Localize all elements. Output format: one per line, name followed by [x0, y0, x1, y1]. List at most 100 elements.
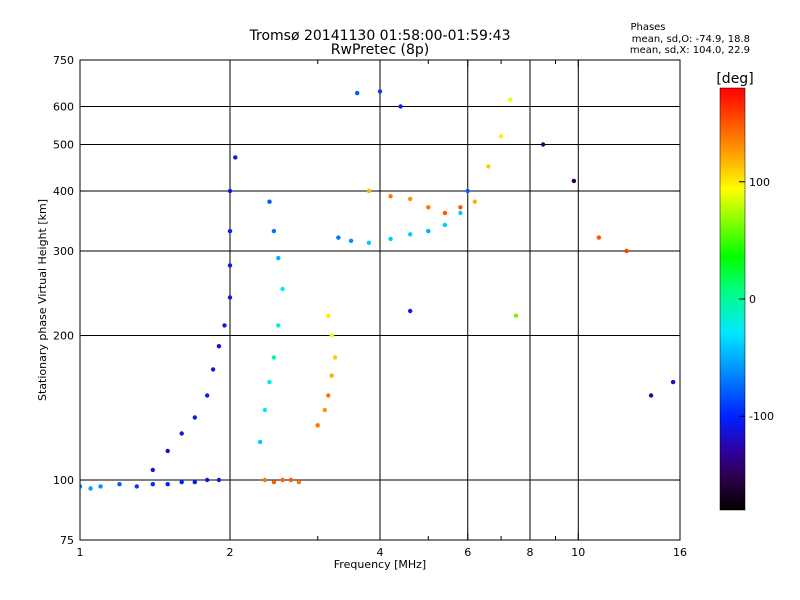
stats-o-line: mean, sd,O: -74.9, 18.8: [632, 34, 750, 45]
data-point: [227, 228, 233, 234]
data-point: [366, 240, 372, 245]
data-point: [80, 484, 83, 489]
y-tick-label: 300: [53, 245, 74, 258]
data-point: [88, 486, 93, 491]
y-axis-label: Stationary phase Virtual Height [km]: [36, 199, 49, 401]
y-tick-label: 100: [53, 474, 74, 487]
data-point: [210, 367, 216, 372]
data-point: [276, 255, 281, 261]
y-tick-label: 500: [53, 139, 74, 152]
data-point: [258, 439, 263, 445]
data-point: [216, 477, 222, 483]
y-axis: 75 100 200 300 400 500 600 750: [53, 54, 680, 547]
data-point: [179, 479, 184, 485]
data-point: [458, 210, 463, 216]
y-tick-label: 400: [53, 185, 74, 198]
data-point: [498, 134, 504, 139]
data-point: [233, 155, 238, 160]
data-point: [271, 479, 277, 485]
y-tick-label: 75: [60, 534, 74, 547]
data-point: [408, 232, 413, 237]
data-point: [465, 188, 470, 194]
data-point: [513, 313, 519, 318]
data-point: [458, 205, 463, 210]
data-point: [227, 188, 233, 194]
y-tick-label: 600: [53, 101, 74, 114]
x-tick-label: 16: [673, 546, 687, 559]
grid-lines: [80, 60, 680, 540]
data-point: [192, 415, 197, 420]
data-point: [165, 482, 170, 487]
data-point: [388, 194, 393, 199]
data-point: [377, 89, 383, 94]
data-point: [227, 263, 233, 268]
data-point: [276, 323, 281, 328]
data-point: [134, 484, 139, 489]
data-point: [326, 313, 331, 318]
data-point: [150, 467, 155, 473]
colorbar-label: [deg]: [716, 71, 753, 87]
data-point: [329, 373, 334, 378]
data-point: [227, 295, 233, 300]
data-point: [280, 477, 285, 483]
data-point: [179, 431, 184, 436]
data-point: [426, 228, 431, 234]
colorbar-tick-label: 100: [749, 176, 770, 189]
colorbar-tick-label: -100: [749, 410, 774, 423]
stats-x-line: mean, sd,X: 104.0, 22.9: [630, 45, 750, 56]
data-point: [408, 308, 413, 314]
data-point: [192, 479, 197, 485]
data-point: [442, 210, 448, 216]
data-point: [271, 228, 277, 234]
x-axis: 1 2 4 6 8 10 16: [77, 60, 687, 559]
x-tick-label: 4: [377, 546, 384, 559]
data-point: [267, 199, 272, 204]
data-point: [571, 178, 577, 184]
scatter-points: [80, 89, 676, 491]
x-axis-label: Frequency [MHz]: [334, 558, 426, 571]
data-point: [271, 355, 277, 360]
data-point: [472, 199, 477, 204]
data-point: [624, 248, 629, 254]
data-point: [670, 379, 676, 385]
data-point: [388, 236, 393, 242]
data-point: [205, 393, 210, 398]
data-point: [165, 448, 170, 454]
data-point: [315, 423, 320, 428]
data-point: [267, 379, 272, 385]
colorbar-ticks: 100 0 -100: [739, 176, 774, 423]
data-point: [262, 477, 268, 483]
data-point: [288, 477, 294, 483]
x-tick-label: 1: [77, 546, 84, 559]
data-point: [442, 222, 448, 228]
data-point: [222, 323, 227, 328]
chart-title: Tromsø 20141130 01:58:00-01:59:43: [249, 28, 511, 44]
data-point: [408, 196, 413, 202]
data-point: [332, 355, 338, 360]
data-point: [355, 90, 360, 96]
data-point: [486, 164, 491, 169]
chart-subtitle: RwPretec (8p): [331, 42, 429, 58]
data-point: [296, 479, 302, 485]
x-tick-label: 10: [571, 546, 585, 559]
data-point: [398, 104, 403, 109]
data-point: [98, 484, 103, 489]
y-tick-label: 750: [53, 54, 74, 67]
data-point: [216, 344, 222, 349]
stats-heading: Phases: [630, 22, 665, 33]
x-tick-label: 6: [464, 546, 471, 559]
data-point: [326, 393, 331, 398]
data-point: [348, 238, 354, 243]
data-point: [336, 235, 341, 240]
data-point: [366, 188, 372, 194]
x-tick-label: 2: [227, 546, 234, 559]
data-point: [508, 97, 513, 102]
data-point: [117, 482, 122, 487]
data-point: [205, 477, 210, 483]
data-point: [329, 333, 334, 338]
colorbar-tick-label: 0: [749, 293, 756, 306]
data-point: [426, 205, 431, 210]
data-point: [262, 407, 268, 413]
data-point: [322, 407, 327, 413]
